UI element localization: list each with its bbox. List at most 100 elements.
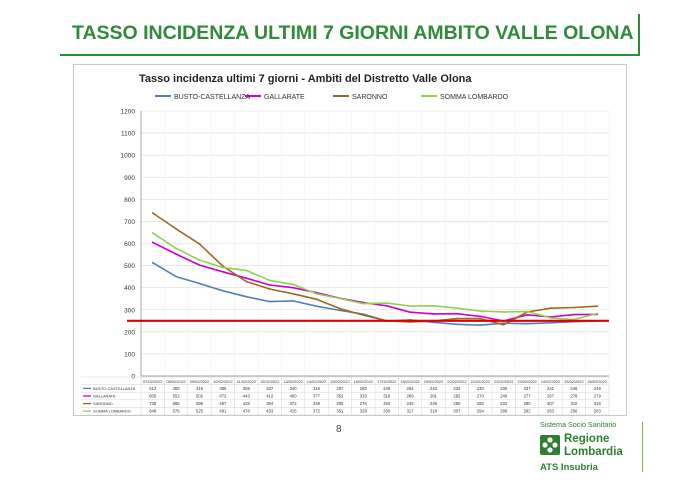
table-cell: 394 — [266, 401, 274, 406]
table-cell: 289 — [407, 393, 415, 398]
table-cell: 525 — [196, 409, 204, 414]
data-point — [175, 253, 177, 256]
data-point — [175, 247, 177, 250]
page-number: 8 — [336, 424, 342, 435]
table-cell: 276 — [360, 401, 368, 406]
table-cell: 254 — [407, 386, 415, 391]
data-point — [245, 295, 248, 298]
y-tick-label: 700 — [124, 219, 135, 226]
table-row-label: GALLARATE — [93, 393, 116, 398]
table-cell: 232 — [500, 401, 508, 406]
data-point — [479, 310, 482, 312]
data-point — [502, 323, 505, 326]
x-tick-label: 15/02/2022 — [330, 379, 349, 384]
x-tick-label: 23/02/2022 — [517, 379, 536, 384]
data-point — [292, 300, 294, 302]
x-tick-label: 18/02/2022 — [400, 379, 419, 384]
table-cell: 317 — [407, 409, 415, 414]
data-point — [549, 307, 552, 310]
x-tick-label: 24/02/2022 — [541, 379, 560, 384]
title-divider — [60, 54, 640, 56]
table-cell: 443 — [243, 393, 251, 398]
y-tick-label: 1100 — [121, 131, 135, 138]
y-tick-label: 100 — [124, 351, 135, 358]
y-tick-label: 300 — [124, 307, 135, 314]
table-cell: 578 — [173, 409, 181, 414]
table-cell: 351 — [336, 409, 344, 414]
data-point — [292, 286, 294, 289]
legend-label: GALLARATE — [264, 94, 305, 101]
table-cell: 277 — [524, 393, 532, 398]
table-cell: 230 — [477, 386, 485, 391]
table-cell: 348 — [313, 401, 321, 406]
table-row-label: SARONNO — [93, 401, 113, 406]
lombardy-rose-icon — [540, 435, 560, 455]
data-point — [222, 270, 224, 273]
table-cell: 297 — [336, 386, 344, 391]
table-cell: 290 — [500, 409, 508, 414]
logo-tagline: Sistema Socio Sanitario — [540, 420, 617, 429]
table-cell: 237 — [524, 386, 532, 391]
table-cell: 307 — [547, 401, 555, 406]
y-tick-label: 500 — [124, 263, 135, 270]
table-cell: 497 — [219, 401, 227, 406]
x-tick-label: 26/02/2022 — [588, 379, 607, 384]
table-cell: 249 — [500, 393, 508, 398]
y-tick-label: 600 — [124, 241, 135, 248]
table-cell: 352 — [336, 393, 344, 398]
table-cell: 318 — [430, 409, 438, 414]
data-point — [268, 279, 271, 282]
data-point — [245, 269, 248, 272]
table-cell: 282 — [453, 393, 461, 398]
x-tick-label: 21/02/2022 — [471, 379, 490, 384]
data-point — [432, 313, 435, 315]
data-point — [526, 322, 528, 325]
y-tick-label: 900 — [124, 175, 135, 182]
table-cell: 333 — [360, 393, 368, 398]
data-point — [526, 310, 528, 313]
logo-region-line1: Regione — [564, 433, 610, 445]
data-point — [573, 306, 575, 309]
x-tick-label: 22/02/2022 — [494, 379, 513, 384]
table-cell: 328 — [360, 409, 368, 414]
table-cell: 316 — [313, 386, 321, 391]
data-point — [456, 323, 458, 326]
logo-region-line2: Lombardia — [564, 446, 623, 458]
slide-title: TASSO INCIDENZA ULTIMI 7 GIORNI AMBITO V… — [72, 22, 634, 44]
table-cell: 412 — [266, 393, 274, 398]
chart-title: Tasso incidenza ultimi 7 giorni - Ambiti… — [139, 73, 472, 85]
data-point — [222, 266, 224, 269]
table-cell: 260 — [477, 401, 485, 406]
data-point — [339, 297, 341, 300]
table-cell: 502 — [196, 393, 204, 398]
x-tick-label: 14/02/2022 — [307, 379, 326, 384]
table-cell: 359 — [243, 386, 251, 391]
table-cell: 281 — [430, 393, 438, 398]
table-cell: 400 — [290, 393, 298, 398]
table-cell: 260 — [453, 401, 461, 406]
data-point — [362, 314, 365, 316]
x-tick-label: 19/02/2022 — [424, 379, 443, 384]
title-divider-vertical — [638, 14, 640, 56]
data-point — [222, 289, 224, 292]
x-tick-label: 08/02/2022 — [166, 379, 185, 384]
table-cell: 478 — [243, 409, 251, 414]
data-point — [502, 311, 505, 313]
table-cell: 249 — [594, 386, 602, 391]
data-point — [479, 324, 482, 327]
data-point — [339, 307, 341, 310]
table-cell: 249 — [383, 386, 391, 391]
data-point — [268, 300, 271, 303]
data-point — [245, 280, 248, 283]
table-cell: 419 — [196, 386, 204, 391]
x-tick-label: 13/02/2022 — [283, 379, 302, 384]
data-point — [549, 317, 552, 319]
table-cell: 278 — [570, 393, 578, 398]
table-cell: 290 — [524, 401, 532, 406]
legend-label: BUSTO-CASTELLANZA — [174, 94, 250, 101]
y-tick-label: 200 — [124, 329, 135, 336]
data-point — [151, 212, 154, 214]
table-cell: 513 — [149, 386, 157, 391]
table-cell: 472 — [219, 393, 227, 398]
table-cell: 318 — [383, 393, 391, 398]
